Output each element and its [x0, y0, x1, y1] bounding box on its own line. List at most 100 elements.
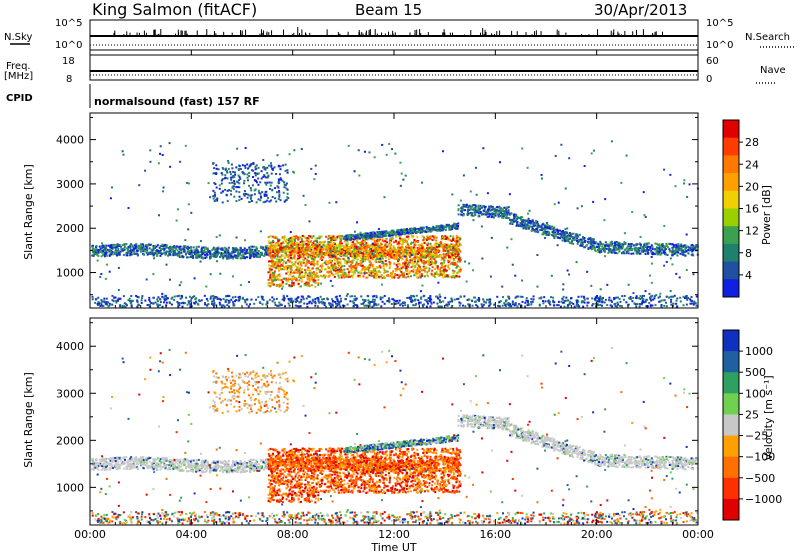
- power-pixel: [368, 272, 371, 275]
- power-pixel: [420, 269, 423, 272]
- power-pixel: [434, 268, 437, 271]
- power-pixel: [332, 257, 335, 260]
- power-pixel: [559, 229, 562, 232]
- power-pixel: [316, 261, 319, 264]
- power-pixel: [663, 245, 666, 248]
- power-pixel: [566, 235, 569, 238]
- power-pixel: [327, 275, 330, 278]
- power-pixel: [340, 254, 343, 257]
- power-pixel: [398, 254, 401, 257]
- power-pixel: [620, 252, 623, 255]
- power-pixel: [541, 233, 544, 236]
- power-pixel: [690, 244, 693, 247]
- power-pixel: [249, 252, 252, 255]
- power-pixel: [677, 247, 680, 250]
- power-pixel: [313, 263, 316, 266]
- power-pixel: [133, 250, 136, 253]
- power-pixel: [155, 245, 158, 248]
- power-pixel: [470, 208, 473, 211]
- power-pixel: [379, 238, 382, 241]
- power-pixel: [355, 249, 358, 252]
- power-pixel: [435, 253, 438, 256]
- power-pixel: [285, 238, 288, 241]
- power-pixel: [167, 254, 170, 257]
- power-pixel: [302, 244, 305, 247]
- power-pixel: [282, 262, 285, 265]
- power-pixel: [301, 249, 304, 252]
- power-pixel: [503, 210, 506, 213]
- power-pixel: [129, 246, 132, 249]
- power-pixel: [281, 247, 284, 250]
- power-pixel: [452, 248, 455, 251]
- power-pixel: [333, 262, 336, 265]
- power-pixel: [281, 259, 284, 262]
- power-pixel: [467, 206, 470, 209]
- power-pixel: [319, 274, 322, 277]
- power-pixel: [127, 246, 130, 249]
- power-pixel: [91, 246, 94, 249]
- power-pixel: [110, 246, 113, 249]
- power-pixel: [353, 256, 356, 259]
- power-pixel: [374, 250, 377, 253]
- power-pixel: [329, 234, 332, 237]
- power-pixel: [314, 237, 317, 240]
- power-pixel: [658, 250, 661, 253]
- power-pixel: [416, 227, 419, 230]
- power-pixel: [386, 270, 389, 273]
- power-pixel: [545, 224, 548, 227]
- power-pixel: [488, 205, 491, 208]
- power-pixel: [187, 256, 190, 259]
- power-pixel: [350, 270, 353, 273]
- power-pixel: [669, 250, 672, 253]
- power-pixel: [602, 249, 605, 252]
- power-pixel: [329, 251, 332, 254]
- power-pixel: [416, 236, 419, 239]
- power-pixel: [507, 206, 510, 209]
- power-pixel: [380, 243, 383, 246]
- power-pixel: [499, 207, 502, 210]
- power-pixel: [568, 232, 571, 235]
- power-pixel: [346, 260, 349, 263]
- power-pixel: [694, 245, 697, 248]
- power-pixel: [671, 254, 674, 257]
- power-pixel: [576, 234, 579, 237]
- power-pixel: [342, 251, 345, 254]
- power-pixel: [283, 266, 286, 269]
- power-pixel: [681, 249, 684, 252]
- power-pixel: [300, 264, 303, 267]
- power-pixel: [133, 244, 136, 247]
- power-pixel: [481, 213, 484, 216]
- power-pixel: [306, 272, 309, 275]
- power-pixel: [427, 260, 430, 263]
- power-pixel: [280, 242, 283, 245]
- power-pixel: [446, 259, 449, 262]
- power-pixel: [577, 240, 580, 243]
- power-pixel: [352, 249, 355, 252]
- power-pixel: [365, 248, 368, 251]
- power-pixel: [301, 234, 304, 237]
- power-pixel: [445, 247, 448, 250]
- power-pixel: [630, 252, 633, 255]
- power-pixel: [312, 235, 315, 238]
- power-pixel: [525, 227, 528, 230]
- power-pixel: [351, 256, 354, 259]
- power-pixel: [507, 211, 510, 214]
- power-pixel: [507, 209, 510, 212]
- power-pixel: [389, 246, 392, 249]
- power-pixel: [685, 250, 688, 253]
- power-pixel: [440, 262, 443, 265]
- power-pixel: [427, 248, 430, 251]
- power-pixel: [256, 247, 259, 250]
- power-pixel: [458, 248, 461, 251]
- power-pixel: [373, 239, 376, 242]
- power-pixel: [495, 209, 498, 212]
- power-pixel: [149, 251, 152, 254]
- power-pixel: [320, 257, 323, 260]
- power-pixel: [163, 249, 166, 252]
- power-pixel: [398, 250, 401, 253]
- power-pixel: [201, 246, 204, 249]
- power-pixel: [310, 275, 313, 278]
- power-pixel: [474, 213, 477, 216]
- power-pixel: [366, 267, 369, 270]
- power-pixel: [186, 248, 189, 251]
